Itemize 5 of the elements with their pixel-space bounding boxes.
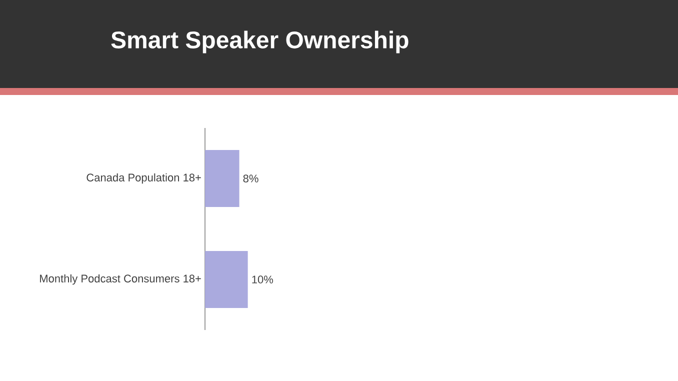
data-label: 10% — [252, 276, 273, 284]
y-tick-label: Monthly Podcast Consumers 18+ — [40, 274, 201, 285]
data-label: 8% — [243, 174, 258, 182]
chart-title: Smart Speaker Ownership — [111, 30, 408, 54]
y-tick-label: Canada Population 18+ — [86, 173, 201, 184]
